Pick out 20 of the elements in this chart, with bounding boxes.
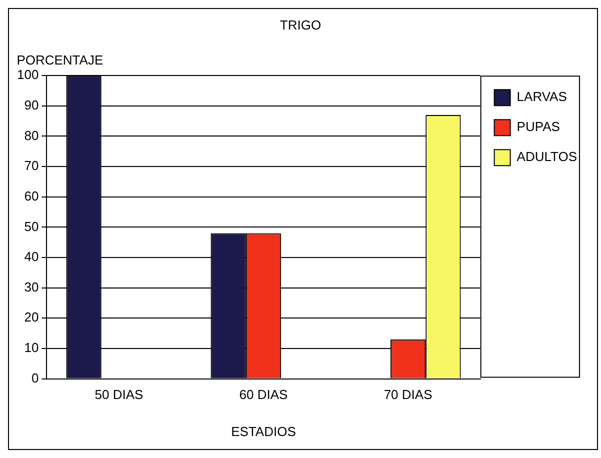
y-axis-title: PORCENTAJE [16,52,104,68]
y-tick-label: 60 [24,188,39,204]
y-tick-label: 100 [16,67,39,82]
chart-title: TRIGO [280,17,322,32]
x-axis-title: ESTADIOS [231,424,296,439]
legend-label: LARVAS [516,89,568,104]
x-tick-label: 50 DIAS [94,387,144,402]
y-tick-label: 10 [24,340,39,356]
y-tick-label: 70 [24,158,39,174]
y-tick-label: 30 [24,279,39,294]
y-tick-label: 0 [31,370,39,386]
y-tick-label: 80 [24,128,39,143]
x-tick-label: 70 DIAS [384,387,433,402]
legend-label: PUPAS [516,119,560,134]
x-tick-label: 60 DIAS [239,387,288,402]
y-tick-label: 50 [24,218,39,234]
legend-label: ADULTOS [516,149,578,164]
y-tick-label: 40 [24,249,39,264]
y-tick-label: 20 [24,310,39,325]
y-tick-label: 90 [24,98,39,112]
